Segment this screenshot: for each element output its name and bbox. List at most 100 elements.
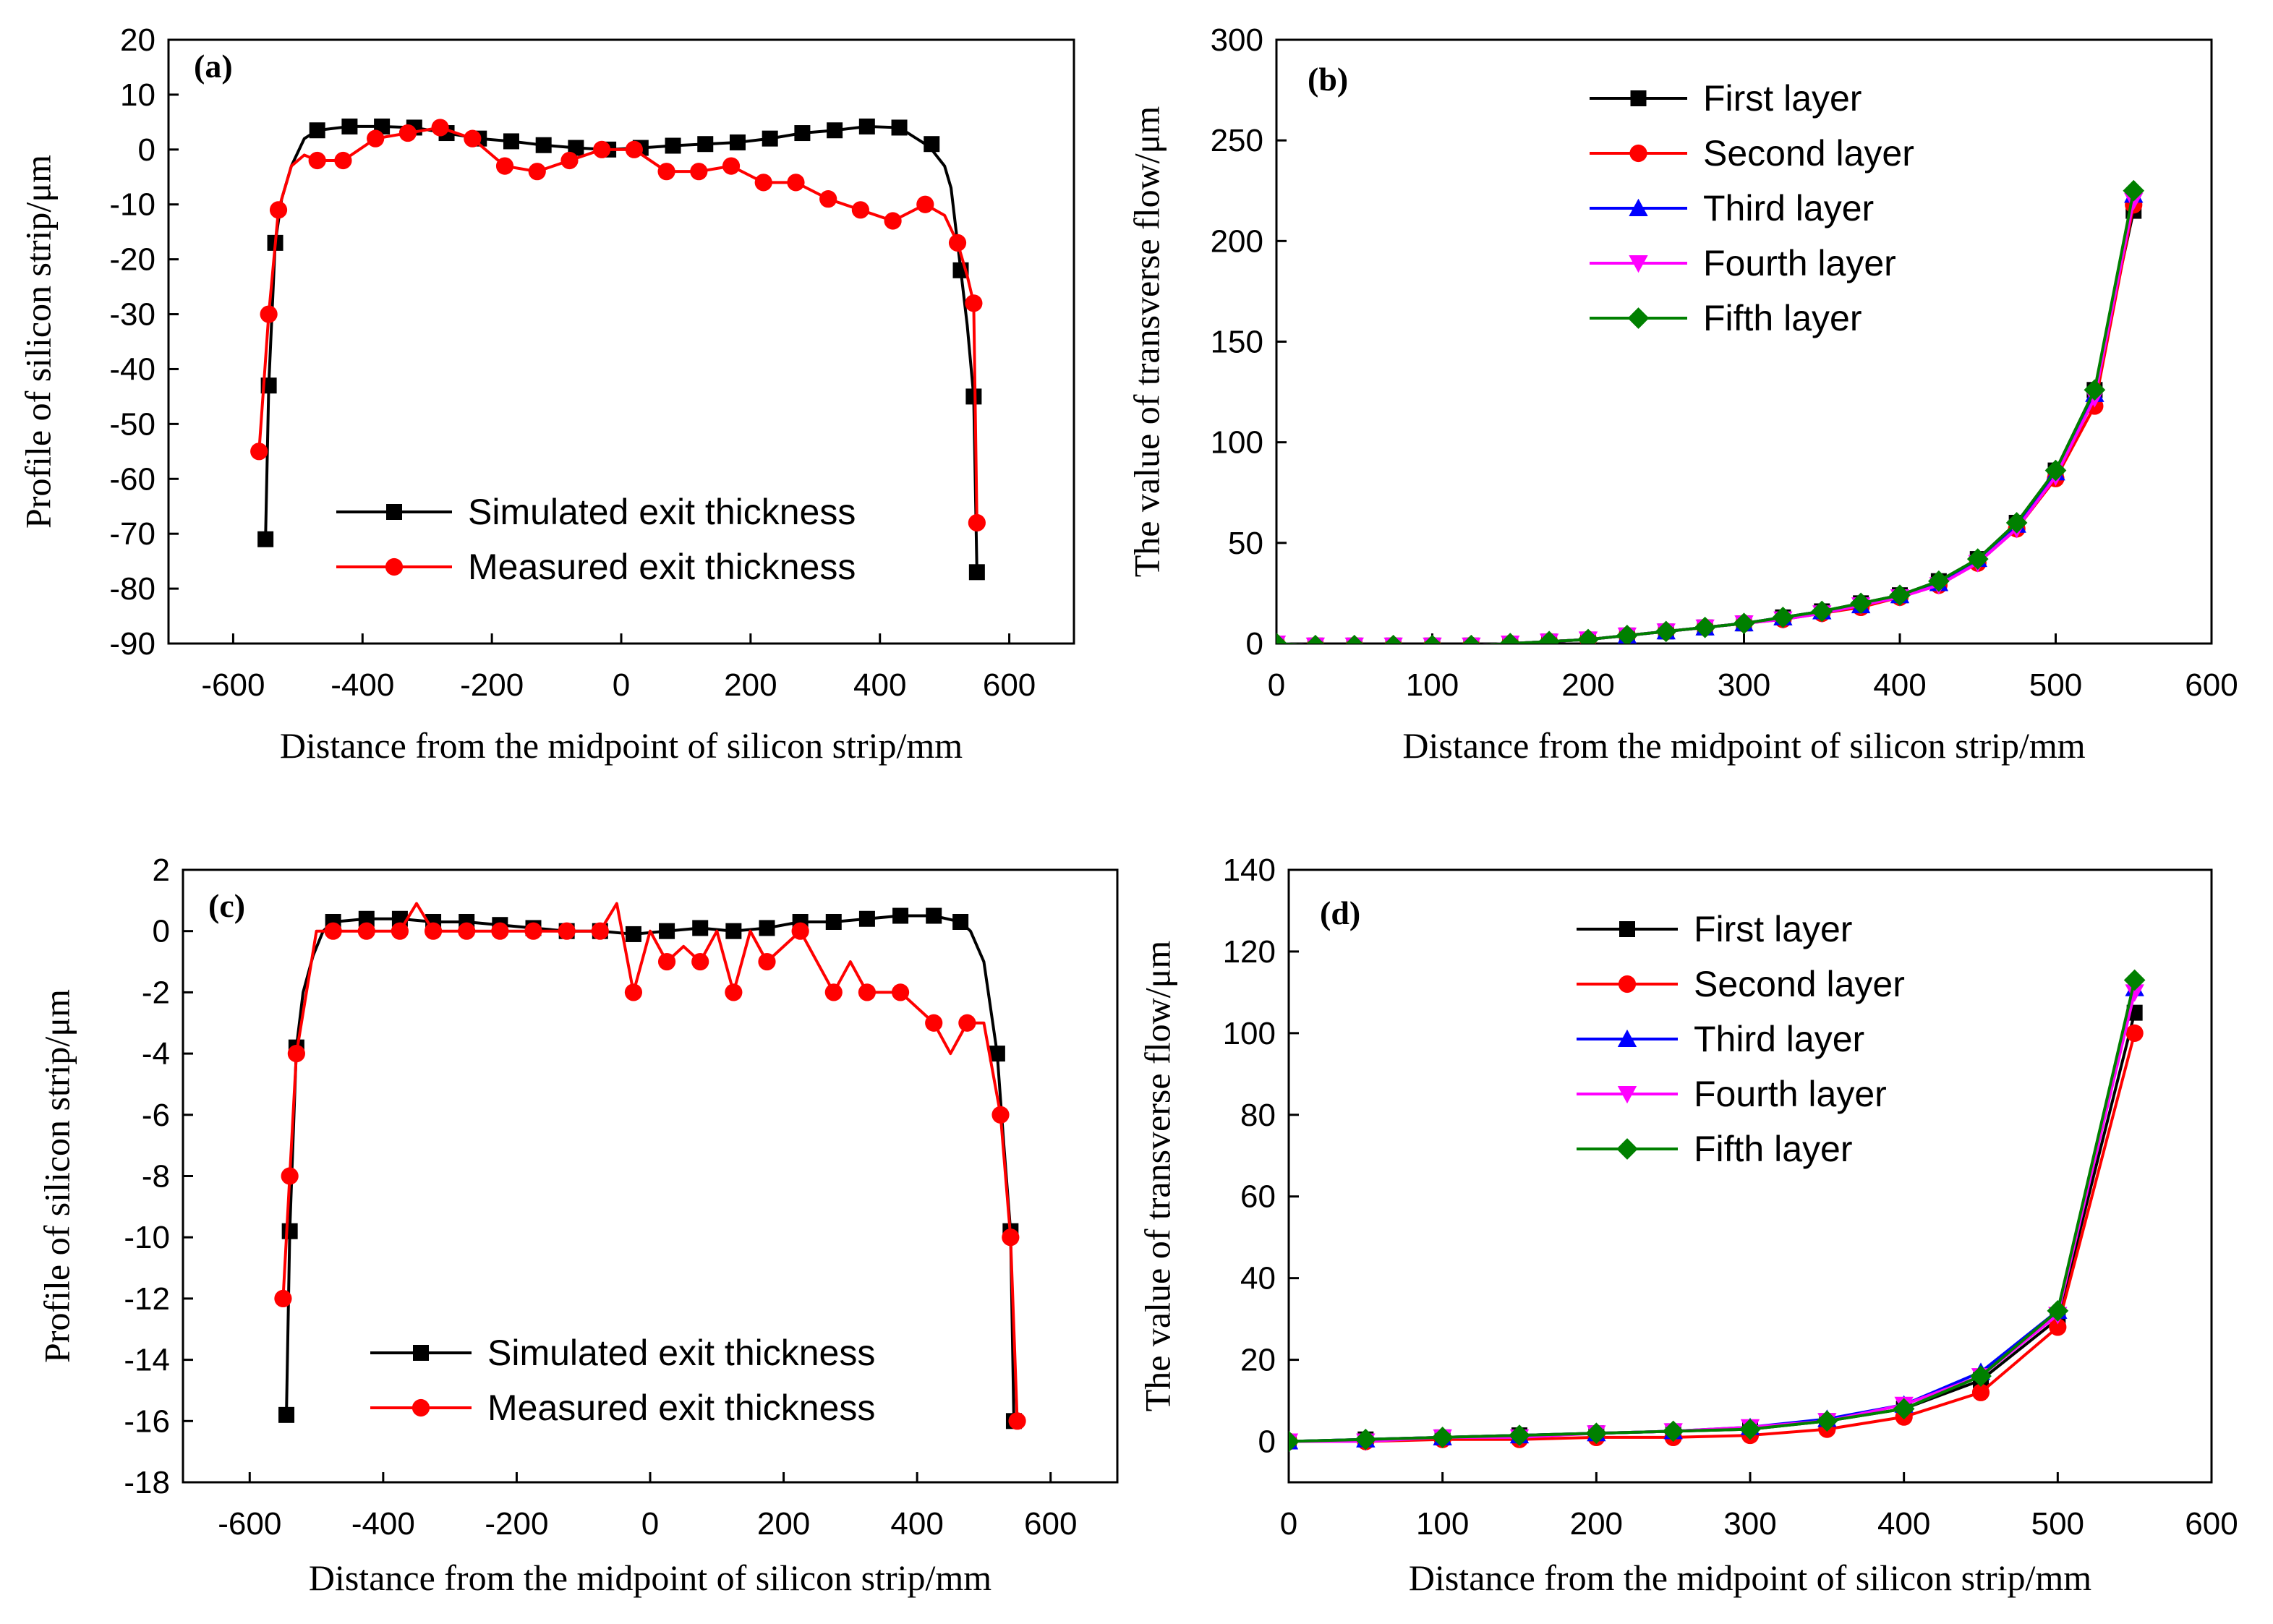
legend-marker [1629,255,1648,273]
data-point [281,1167,299,1185]
y-tick-label: -18 [124,1465,170,1500]
data-point [491,922,509,940]
series-first-layer [1289,1004,2143,1450]
data-point [625,140,643,158]
data-point [287,1045,305,1063]
legend-entry: Second layer [1577,964,1905,1004]
data-point [2123,969,2146,991]
data-point [657,952,676,971]
panel-label: (d) [1320,894,1360,931]
data-point [324,922,342,940]
legend-entry: Fourth layer [1577,1074,1887,1114]
data-point [1538,631,1560,644]
legend-label: Third layer [1694,1019,1864,1059]
data-point [334,151,352,170]
legend-label: Third layer [1703,188,1874,228]
y-tick-label: 0 [153,914,170,949]
data-point [424,922,443,940]
series-line [1289,991,2136,1443]
data-point [1816,1410,1838,1432]
y-tick-label: -10 [109,187,155,223]
x-tick-label: 400 [1873,667,1926,703]
data-point [535,137,552,153]
legend-entry: Third layer [1577,1019,1864,1059]
legend-label: Fourth layer [1694,1074,1887,1114]
data-point [1355,1428,1377,1450]
panel-label: (b) [1308,61,1348,98]
data-point [2124,192,2144,210]
x-tick-label: 0 [641,1506,659,1542]
data-point [591,922,609,940]
y-tick-label: 0 [1258,1424,1276,1460]
legend-entry: Simulated exit thickness [336,492,856,532]
panel-label: (c) [208,887,245,924]
y-tick-label: -10 [124,1220,170,1255]
legend-entry: First layer [1590,78,1862,119]
y-tick-label: 50 [1228,526,1263,561]
series-line [257,126,978,523]
x-tick-label: -400 [330,667,394,703]
data-point [1585,1422,1608,1445]
data-point [968,564,985,581]
x-axis-title: Distance from the midpoint of silicon st… [1402,725,2085,766]
data-point [891,119,908,136]
y-tick-label: 0 [138,132,155,168]
legend-entry: Measured exit thickness [370,1388,875,1428]
data-point [257,531,274,547]
data-point [1431,1427,1454,1448]
data-point [851,201,869,219]
legend-label: Fourth layer [1703,243,1896,283]
x-axis-title: Distance from the midpoint of silicon st… [309,1557,991,1598]
legend-marker [1617,1086,1637,1104]
data-point [691,952,709,971]
plot-area [250,118,986,581]
y-tick-label: 150 [1211,325,1263,360]
data-point [991,1106,1010,1124]
legend-label: Second layer [1694,964,1905,1004]
plot-area [1289,969,2146,1453]
data-point [1928,570,1950,592]
y-tick-label: 10 [120,77,155,113]
x-tick-label: -600 [218,1506,281,1542]
data-point [891,983,910,1001]
panel-label: (a) [194,48,233,85]
data-point [916,195,934,213]
series-fifth-layer [1289,969,2146,1453]
y-tick-label: 200 [1211,223,1263,259]
data-point [308,151,326,170]
data-point [281,1223,298,1239]
series-measured-exit-thickness [250,119,986,532]
data-point [391,922,409,940]
x-tick-label: -400 [351,1506,415,1542]
data-point [309,122,325,139]
data-point [824,983,843,1001]
data-point [952,913,969,930]
y-tick-label: 140 [1223,852,1276,888]
legend-marker [1619,921,1635,937]
data-point [858,118,875,134]
y-tick-label: 100 [1211,425,1263,461]
panel-a-chart: -600 -400 -200 0 200 400 600 20 10 0 -10 -20 -30 -40 -… [18,22,1075,766]
data-point [1733,612,1755,635]
legend-marker [386,504,402,520]
data-point [989,1046,1005,1062]
legend-marker [1630,90,1647,106]
data-point [1289,1430,1300,1453]
data-point [250,443,268,461]
data-point [884,212,902,230]
data-point [858,910,875,927]
x-tick-label: 600 [983,667,1036,703]
x-tick-label: 200 [724,667,777,703]
data-point [2047,1299,2069,1322]
x-tick-label: 400 [853,667,906,703]
series-fifth-layer [1276,179,2145,644]
data-point [1739,1418,1761,1440]
x-tick-label: 200 [757,1506,810,1542]
y-tick-label: 120 [1223,934,1276,970]
data-point [787,174,805,192]
x-tick-label: -200 [485,1506,548,1542]
legend-label: Second layer [1703,133,1914,174]
data-point [560,151,579,170]
data-point [524,922,542,940]
